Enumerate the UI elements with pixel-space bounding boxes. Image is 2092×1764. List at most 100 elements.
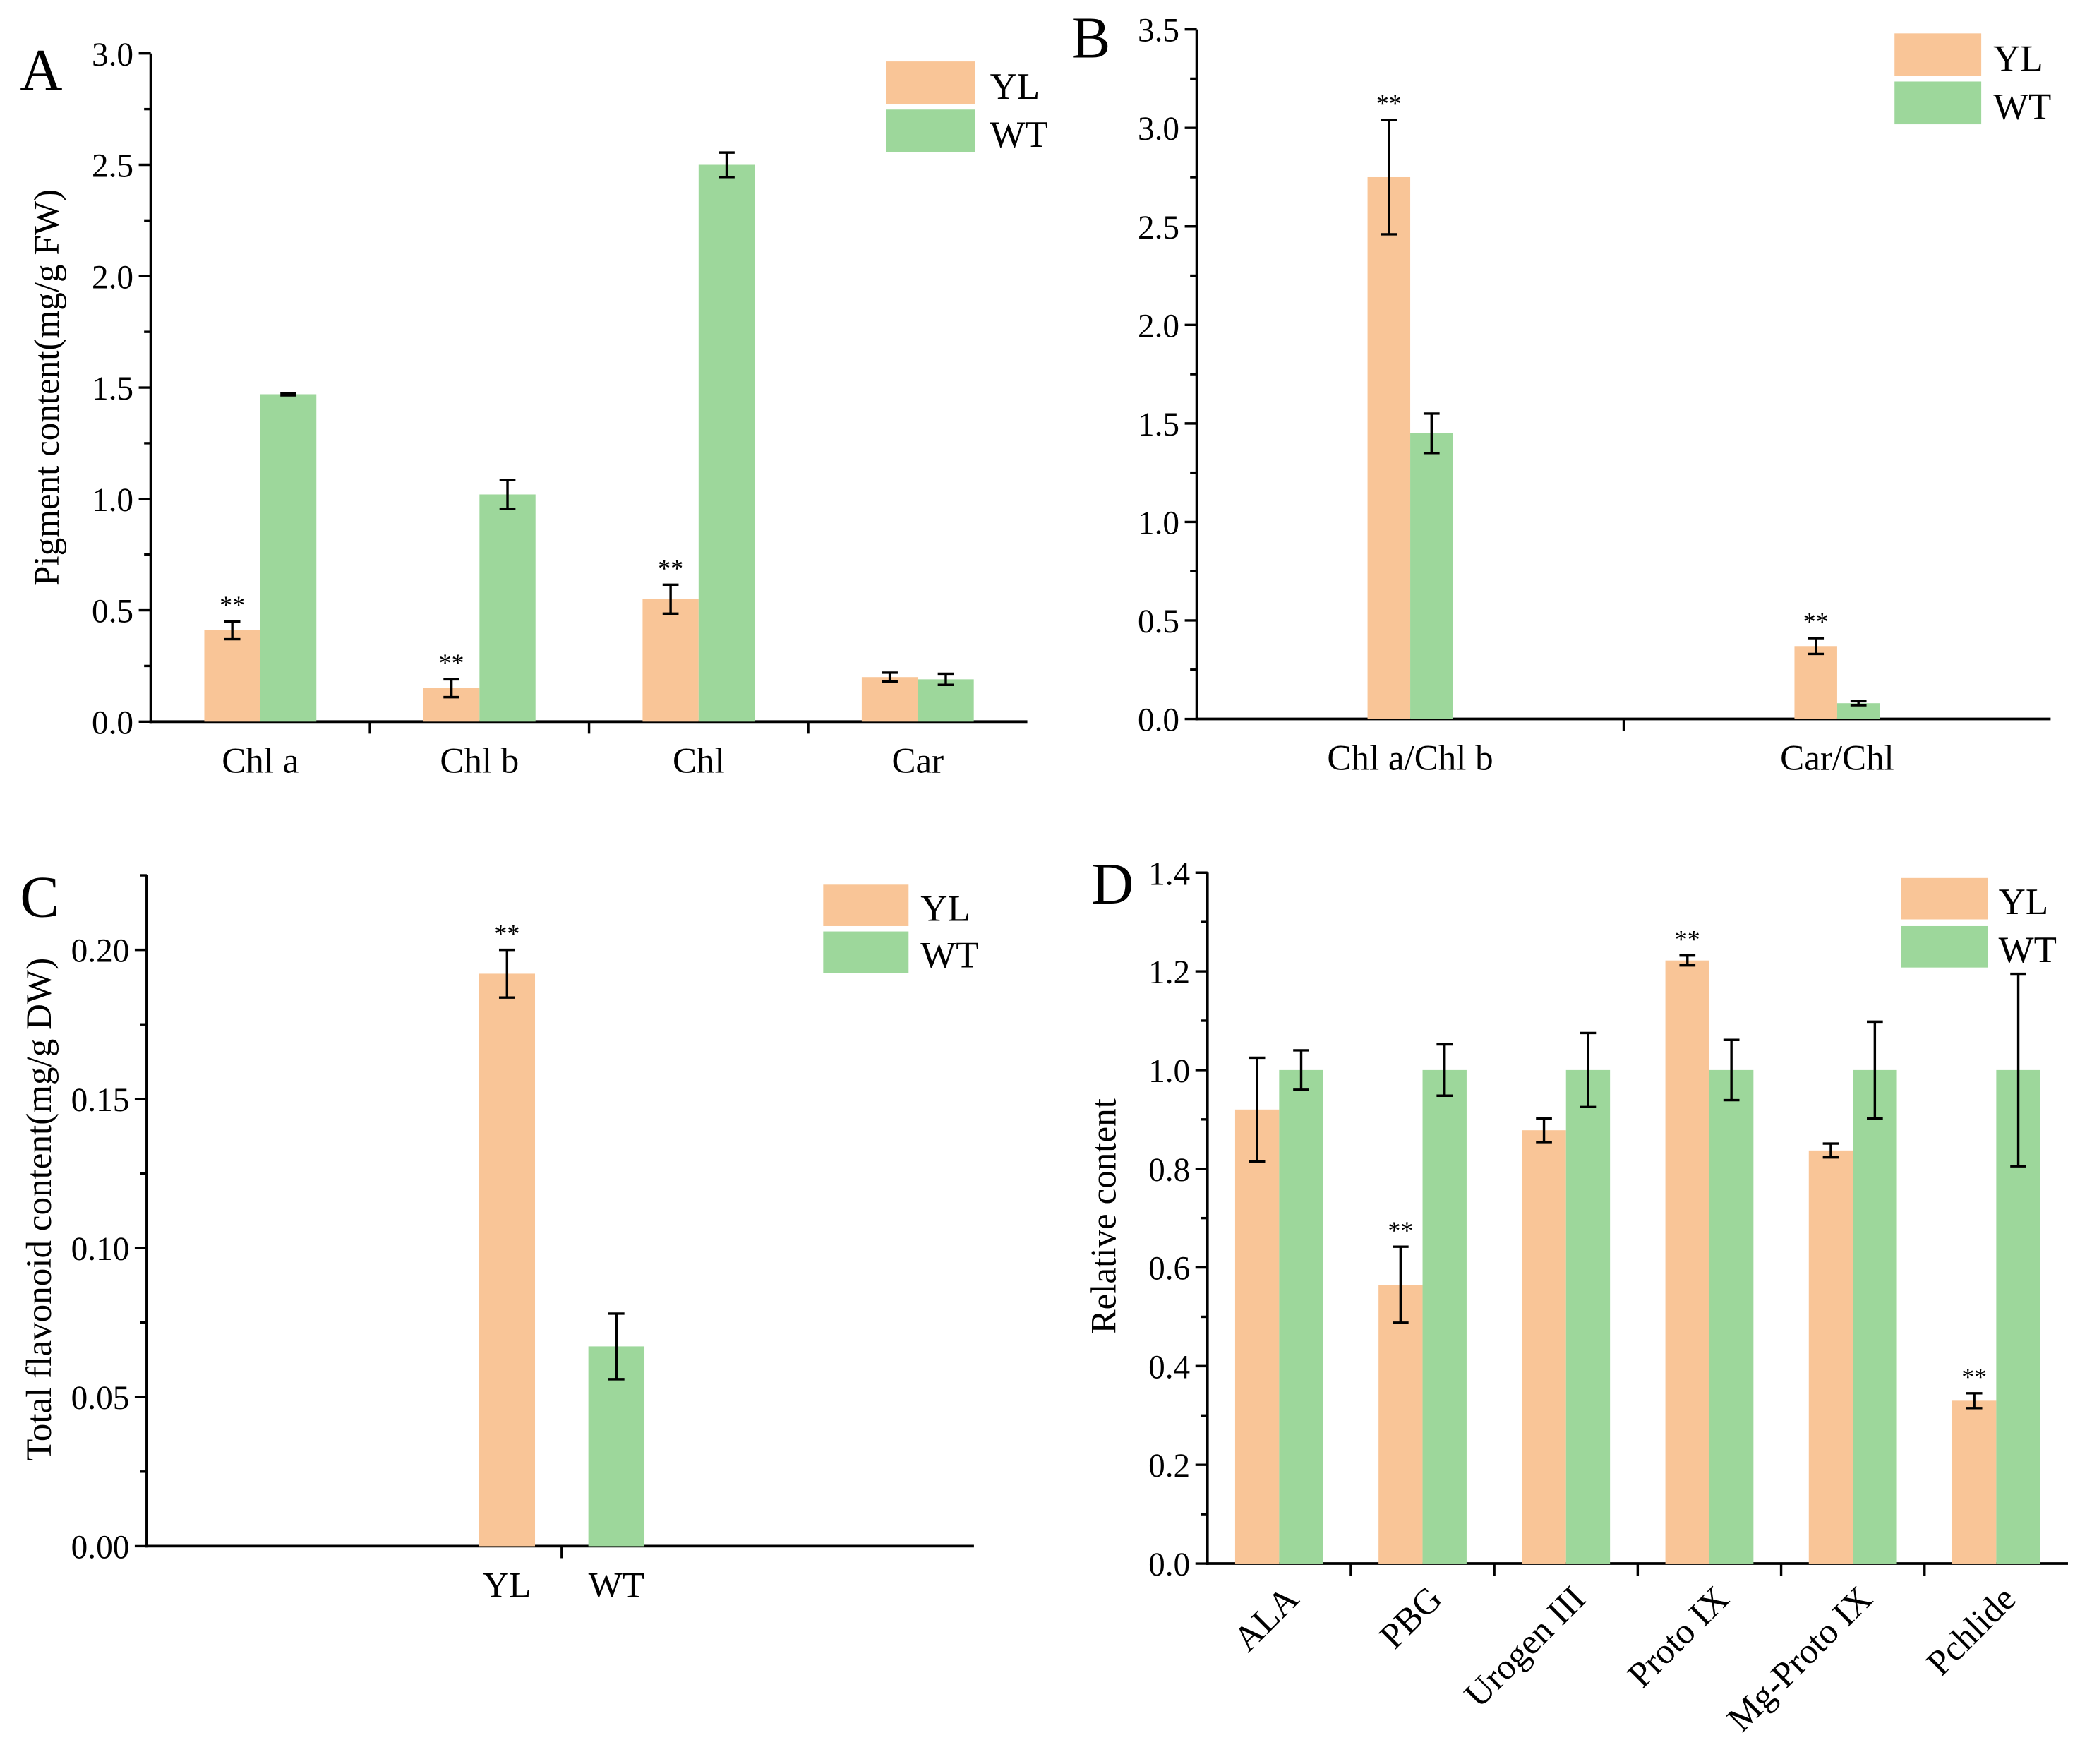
y-tick-label: 0.8: [1148, 1152, 1190, 1189]
panel-c: C 0.00 0.05 0.10 0.15 0.20 Total flavonoid con…: [19, 865, 979, 1606]
bar-wt-urogen-iii: [1565, 1069, 1611, 1564]
error-bar-yl-chl-a: [224, 620, 241, 641]
legend-swatch-wt: [886, 109, 975, 152]
error-bar-wt-urogen-iii: [1580, 1031, 1597, 1109]
error-bar-wt-chl-b: [499, 479, 516, 510]
y-tick-label: 0.5: [1138, 604, 1179, 640]
legend: YL WT: [886, 61, 1048, 155]
y-tick-label: 1.0: [1148, 1053, 1190, 1090]
y-axis-title: Total flavonoid content(mg/g DW): [19, 958, 59, 1461]
x-tick-label-pbg: PBG: [1372, 1578, 1450, 1657]
panel-label-d: D: [1091, 852, 1134, 917]
significance-marker-yl-chl-a-chl-b: **: [1376, 90, 1402, 118]
legend-label-yl: YL: [1999, 882, 2049, 923]
error-bar-yl-pchlide: [1966, 1392, 1983, 1410]
error-bar-wt-chl: [719, 151, 735, 179]
y-tick-label: 0.5: [92, 594, 133, 630]
significance-marker-yl-pchlide: **: [1961, 1362, 1987, 1391]
error-bar-wt-ala: [1293, 1049, 1309, 1091]
error-bar-wt-pchlide: [2010, 972, 2026, 1168]
bar-yl-proto-ix: [1665, 960, 1709, 1564]
bar-wt-pbg: [1422, 1069, 1467, 1564]
bar-yl-car-chl: [1794, 646, 1837, 719]
y-tick-label: 2.5: [1138, 210, 1179, 246]
legend-label-yl: YL: [920, 888, 970, 929]
bar-yl-chl-a-chl-b: [1367, 176, 1411, 719]
x-tick-label-chl-a-chl-b: Chl a/Chl b: [1327, 738, 1493, 778]
y-tick-label: 2.0: [92, 259, 133, 296]
error-bar-yl-chl-a-chl-b: [1381, 119, 1397, 236]
x-tick-label-proto-ix: Proto IX: [1620, 1578, 1737, 1696]
x-tick-label-chl-a: Chl a: [222, 740, 299, 781]
y-tick-label: 0.0: [1148, 1547, 1190, 1583]
x-tick-label-chl-b: Chl b: [440, 740, 519, 781]
x-tick-label-car: Car: [891, 740, 944, 781]
legend-label-wt: WT: [920, 935, 978, 976]
legend-label-yl: YL: [990, 66, 1040, 107]
panel-b: B 0.0 0.5 1.0 1.5 2.0 2.5 3.0 3.5 Chl a/Chl b Car/…: [1071, 6, 2051, 778]
panel-d: D 0.0 0.2 0.4 0.6 0.8 1.0 1.2 1.4 Relative conten…: [1083, 852, 2068, 1739]
y-tick-label: 3.0: [1138, 111, 1179, 148]
x-tick-label-urogen-iii: Urogen III: [1457, 1578, 1594, 1715]
legend-label-wt: WT: [1993, 86, 2051, 127]
panel-label-c: C: [20, 865, 59, 930]
bar-yl-pchlide: [1952, 1400, 1997, 1564]
significance-marker-yl-chl-b: **: [439, 649, 464, 677]
error-bar-yl-pbg: [1393, 1245, 1409, 1324]
y-tick-label: 0.2: [1148, 1448, 1190, 1484]
bar-yl-urogen-iii: [1522, 1130, 1566, 1564]
y-axis-title: Relative content: [1083, 1098, 1124, 1333]
bar-yl-pbg: [1378, 1285, 1423, 1564]
panel-label-a: A: [20, 38, 62, 103]
x-tick-label-chl: Chl: [673, 740, 725, 781]
x-tick-label-ala: ALA: [1226, 1578, 1307, 1660]
bar-wt-car: [918, 679, 974, 722]
legend-swatch-wt: [823, 931, 909, 973]
bar-yl-ala: [1234, 1109, 1280, 1564]
panel-label-b: B: [1071, 6, 1110, 71]
legend: YL WT: [1901, 877, 2057, 971]
legend-swatch-yl: [823, 884, 909, 926]
y-tick-label: 1.0: [92, 482, 133, 519]
significance-marker-yl-chl-a: **: [220, 591, 245, 619]
legend-swatch-yl: [1894, 33, 1982, 76]
y-axis-title: Pigment content(mg/g FW): [27, 189, 67, 586]
bar-yl-chl: [642, 599, 699, 722]
error-bar-yl-proto-ix: [1679, 954, 1696, 967]
bar-wt-chl-b: [479, 494, 536, 722]
bar-wt-chl-a-chl-b: [1410, 433, 1453, 719]
significance-marker-yl-car-chl: **: [1803, 608, 1829, 636]
error-bar-wt-pbg: [1436, 1043, 1453, 1097]
y-tick-label: 1.4: [1148, 856, 1190, 892]
y-tick-label: 2.5: [92, 148, 133, 184]
bar-wt-chl-a: [260, 394, 317, 722]
y-tick-label: 1.5: [92, 371, 133, 407]
error-bar-yl-chl: [662, 583, 679, 615]
y-tick-label: 0.10: [71, 1231, 130, 1268]
legend: YL WT: [1894, 33, 2051, 128]
error-bar-yl-ala: [1249, 1056, 1266, 1163]
bar-wt-ala: [1279, 1069, 1323, 1564]
legend-swatch-wt: [1894, 81, 1982, 125]
y-tick-label: 0.0: [1138, 702, 1179, 739]
error-bar-wt-car-chl: [1850, 700, 1867, 707]
y-tick-label: 0.4: [1148, 1349, 1190, 1386]
error-bar-yl-mg-proto-ix: [1822, 1142, 1839, 1159]
error-bar-yl-chl-b: [443, 678, 459, 699]
y-tick-label: 3.0: [92, 37, 133, 73]
y-tick-label: 1.5: [1138, 407, 1179, 443]
significance-marker-yl-proto-ix: **: [1675, 925, 1700, 953]
error-bar-yl-car-chl: [1808, 637, 1825, 656]
legend-swatch-yl: [886, 61, 975, 104]
y-tick-label: 0.15: [71, 1082, 130, 1119]
legend-swatch-wt: [1901, 925, 1988, 968]
legend-label-wt: WT: [1999, 930, 2057, 971]
y-tick-label: 0.05: [71, 1380, 130, 1417]
error-bar-wt-chl-a-chl-b: [1423, 412, 1440, 455]
significance-marker-yl-chl: **: [658, 554, 683, 582]
x-tick-label-wt: WT: [589, 1565, 644, 1605]
y-tick-label: 3.5: [1138, 13, 1179, 49]
error-bar-wt-wt: [608, 1312, 625, 1381]
error-bar-wt-proto-ix: [1723, 1038, 1740, 1102]
